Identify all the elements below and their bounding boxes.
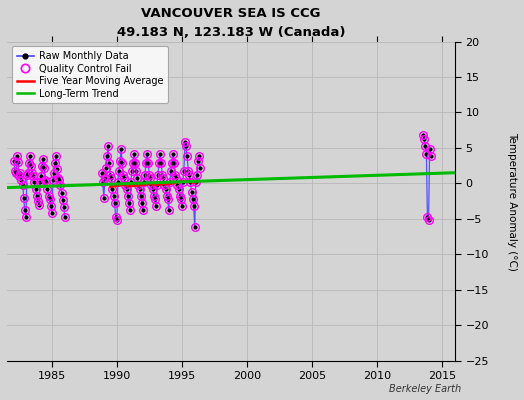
- Legend: Raw Monthly Data, Quality Control Fail, Five Year Moving Average, Long-Term Tren: Raw Monthly Data, Quality Control Fail, …: [12, 46, 168, 103]
- Title: VANCOUVER SEA IS CCG
49.183 N, 123.183 W (Canada): VANCOUVER SEA IS CCG 49.183 N, 123.183 W…: [117, 7, 345, 39]
- Y-axis label: Temperature Anomaly (°C): Temperature Anomaly (°C): [507, 132, 517, 270]
- Text: Berkeley Earth: Berkeley Earth: [389, 384, 461, 394]
